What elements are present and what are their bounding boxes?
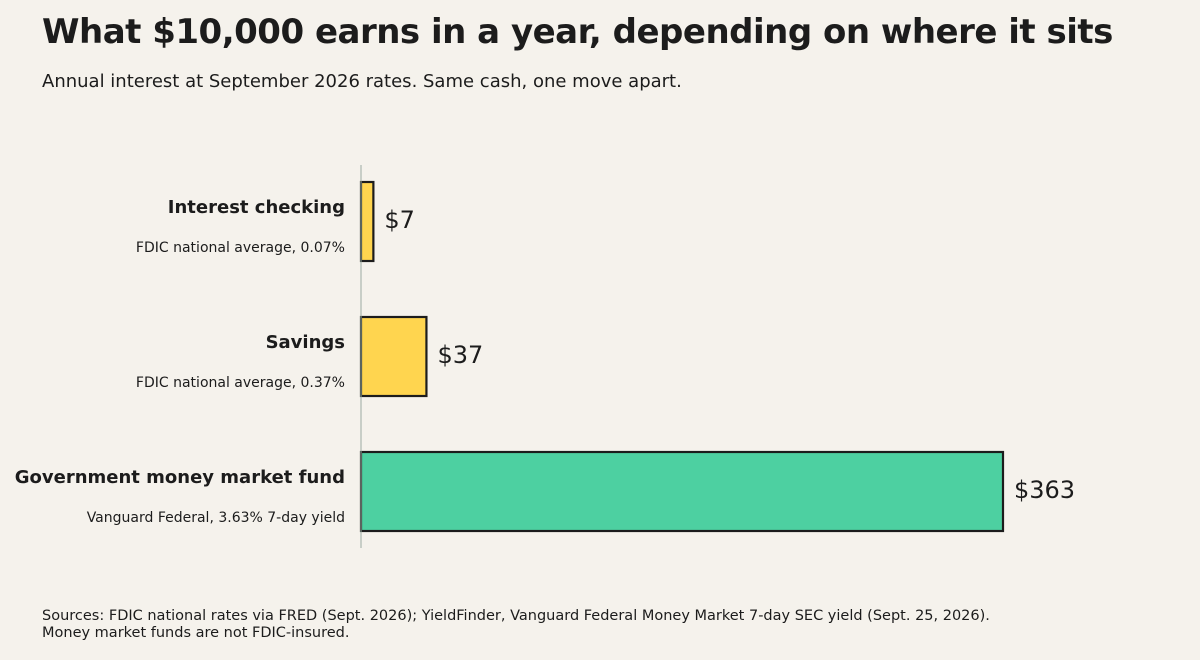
footer-sources: Sources: FDIC national rates via FRED (S… [42,608,990,624]
category-label: Interest checking [168,197,345,218]
bar-2 [359,450,1005,533]
category-label: Government money market fund [15,467,345,488]
bar-0 [359,180,375,263]
value-label: $363 [1014,476,1075,504]
category-description: Vanguard Federal, 3.63% 7-day yield [87,510,345,526]
category-label: Savings [266,332,345,353]
chart-subtitle: Annual interest at September 2026 rates.… [42,71,682,92]
value-label: $37 [437,341,483,369]
category-description: FDIC national average, 0.07% [136,240,345,256]
category-description: FDIC national average, 0.37% [136,375,345,391]
chart-title: What $10,000 earns in a year, depending … [42,12,1113,52]
footer-note: Money market funds are not FDIC-insured. [42,625,350,641]
chart-footer: Sources: FDIC national rates via FRED (S… [42,608,990,642]
bar-1 [359,315,428,398]
value-label: $7 [384,206,415,234]
